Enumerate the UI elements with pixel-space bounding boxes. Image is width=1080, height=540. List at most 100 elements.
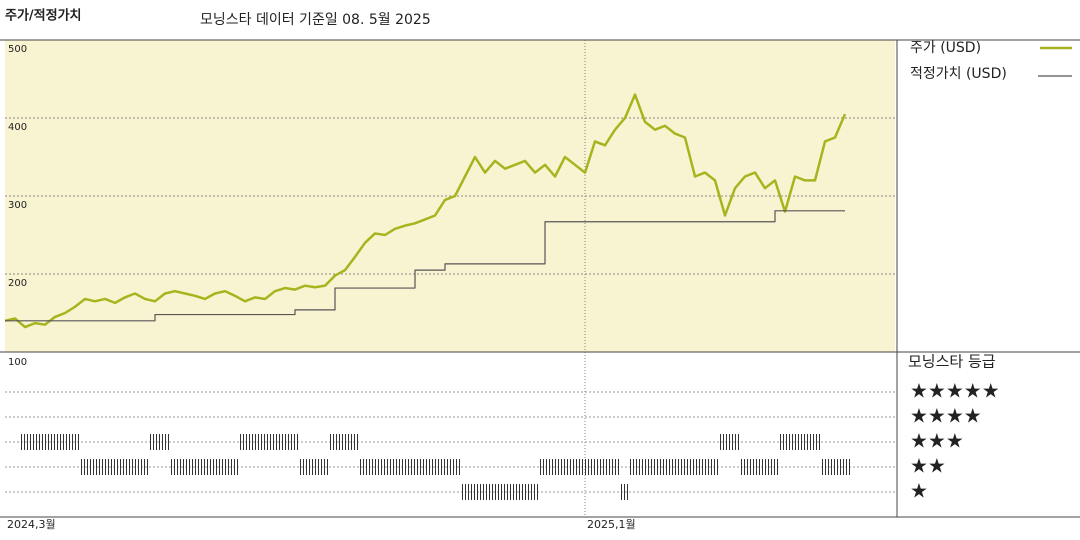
rating-tick	[780, 434, 790, 450]
rating-tick	[140, 459, 150, 475]
rating-tick	[200, 459, 210, 475]
rating-tick	[160, 434, 170, 450]
rating-tick	[210, 459, 220, 475]
rating-tick	[730, 434, 740, 450]
series-line	[4, 93, 847, 329]
rating-tick	[650, 459, 660, 475]
rating-tick	[490, 484, 500, 500]
rating-tick	[690, 459, 700, 475]
rating-tick	[180, 459, 190, 475]
rating-tick	[60, 434, 70, 450]
rating-tick	[560, 459, 570, 475]
rating-tick	[310, 459, 320, 475]
rating-tick	[40, 434, 50, 450]
rating-tick	[640, 459, 650, 475]
rating-tick	[460, 484, 470, 500]
rating-tick	[800, 434, 810, 450]
chart-subtitle: 모닝스타 데이터 기준일 08. 5월 2025	[200, 12, 431, 28]
rating-tick	[350, 434, 360, 450]
rating-tick	[300, 459, 310, 475]
rating-tick	[480, 484, 490, 500]
rating-tick	[520, 484, 530, 500]
rating-tick	[190, 459, 200, 475]
rating-tick	[700, 459, 710, 475]
legend-label: 적정가치 (USD)	[910, 66, 1007, 82]
rating-tick	[270, 434, 280, 450]
y-tick-label: 400	[8, 122, 27, 133]
rating-tick	[450, 459, 460, 475]
rating-legend-stars: ★★★★★	[910, 379, 1000, 403]
rating-tick	[50, 434, 60, 450]
rating-tick	[820, 459, 830, 475]
rating-title: 모닝스타 등급	[908, 353, 996, 371]
rating-tick	[320, 459, 330, 475]
rating-legend-stars: ★★★	[910, 429, 964, 453]
legend-label: 주가 (USD)	[910, 40, 981, 56]
rating-tick	[440, 459, 450, 475]
rating-tick	[470, 484, 480, 500]
rating-tick	[240, 434, 250, 450]
rating-tick	[430, 459, 440, 475]
rating-legend-stars: ★★★★	[910, 404, 982, 428]
rating-tick	[410, 459, 420, 475]
rating-tick	[680, 459, 690, 475]
rating-tick	[540, 459, 550, 475]
rating-tick	[550, 459, 560, 475]
rating-tick	[740, 459, 750, 475]
rating-tick	[280, 434, 290, 450]
rating-legend-stars: ★★	[910, 454, 946, 478]
rating-tick	[220, 459, 230, 475]
rating-tick	[120, 459, 130, 475]
rating-tick	[600, 459, 610, 475]
rating-tick	[420, 459, 430, 475]
rating-tick	[790, 434, 800, 450]
rating-legend-stars: ★	[910, 479, 928, 503]
rating-tick	[360, 459, 370, 475]
rating-tick	[770, 459, 780, 475]
rating-tick	[110, 459, 120, 475]
rating-tick	[580, 459, 590, 475]
rating-tick	[70, 434, 80, 450]
rating-tick	[150, 434, 160, 450]
rating-tick	[750, 459, 760, 475]
rating-tick	[720, 434, 730, 450]
rating-tick	[810, 434, 820, 450]
rating-tick	[510, 484, 520, 500]
rating-tick	[290, 434, 300, 450]
rating-tick	[90, 459, 100, 475]
rating-tick	[830, 459, 840, 475]
rating-tick	[530, 484, 540, 500]
rating-tick	[630, 459, 640, 475]
rating-tick	[260, 434, 270, 450]
y-tick-label: 300	[8, 200, 27, 211]
rating-tick	[380, 459, 390, 475]
x-tick-label: 2024,3월	[7, 518, 56, 531]
rating-tick	[840, 459, 850, 475]
y-tick-label: 500	[8, 44, 27, 55]
rating-tick	[250, 434, 260, 450]
rating-tick	[80, 459, 90, 475]
rating-tick	[620, 484, 630, 500]
rating-tick	[130, 459, 140, 475]
rating-tick	[400, 459, 410, 475]
x-tick-label: 2025,1월	[587, 518, 636, 531]
rating-tick	[20, 434, 30, 450]
rating-axis-label: 100	[8, 357, 27, 368]
rating-tick	[330, 434, 340, 450]
rating-tick	[570, 459, 580, 475]
rating-tick	[30, 434, 40, 450]
rating-tick	[390, 459, 400, 475]
rating-tick	[100, 459, 110, 475]
rating-tick	[710, 459, 720, 475]
rating-tick	[340, 434, 350, 450]
rating-tick	[370, 459, 380, 475]
y-tick-label: 200	[8, 278, 27, 289]
chart-title: 주가/적정가치	[5, 8, 82, 24]
rating-tick	[230, 459, 240, 475]
rating-tick	[590, 459, 600, 475]
rating-tick	[660, 459, 670, 475]
rating-tick	[610, 459, 620, 475]
rating-tick	[670, 459, 680, 475]
rating-tick	[500, 484, 510, 500]
